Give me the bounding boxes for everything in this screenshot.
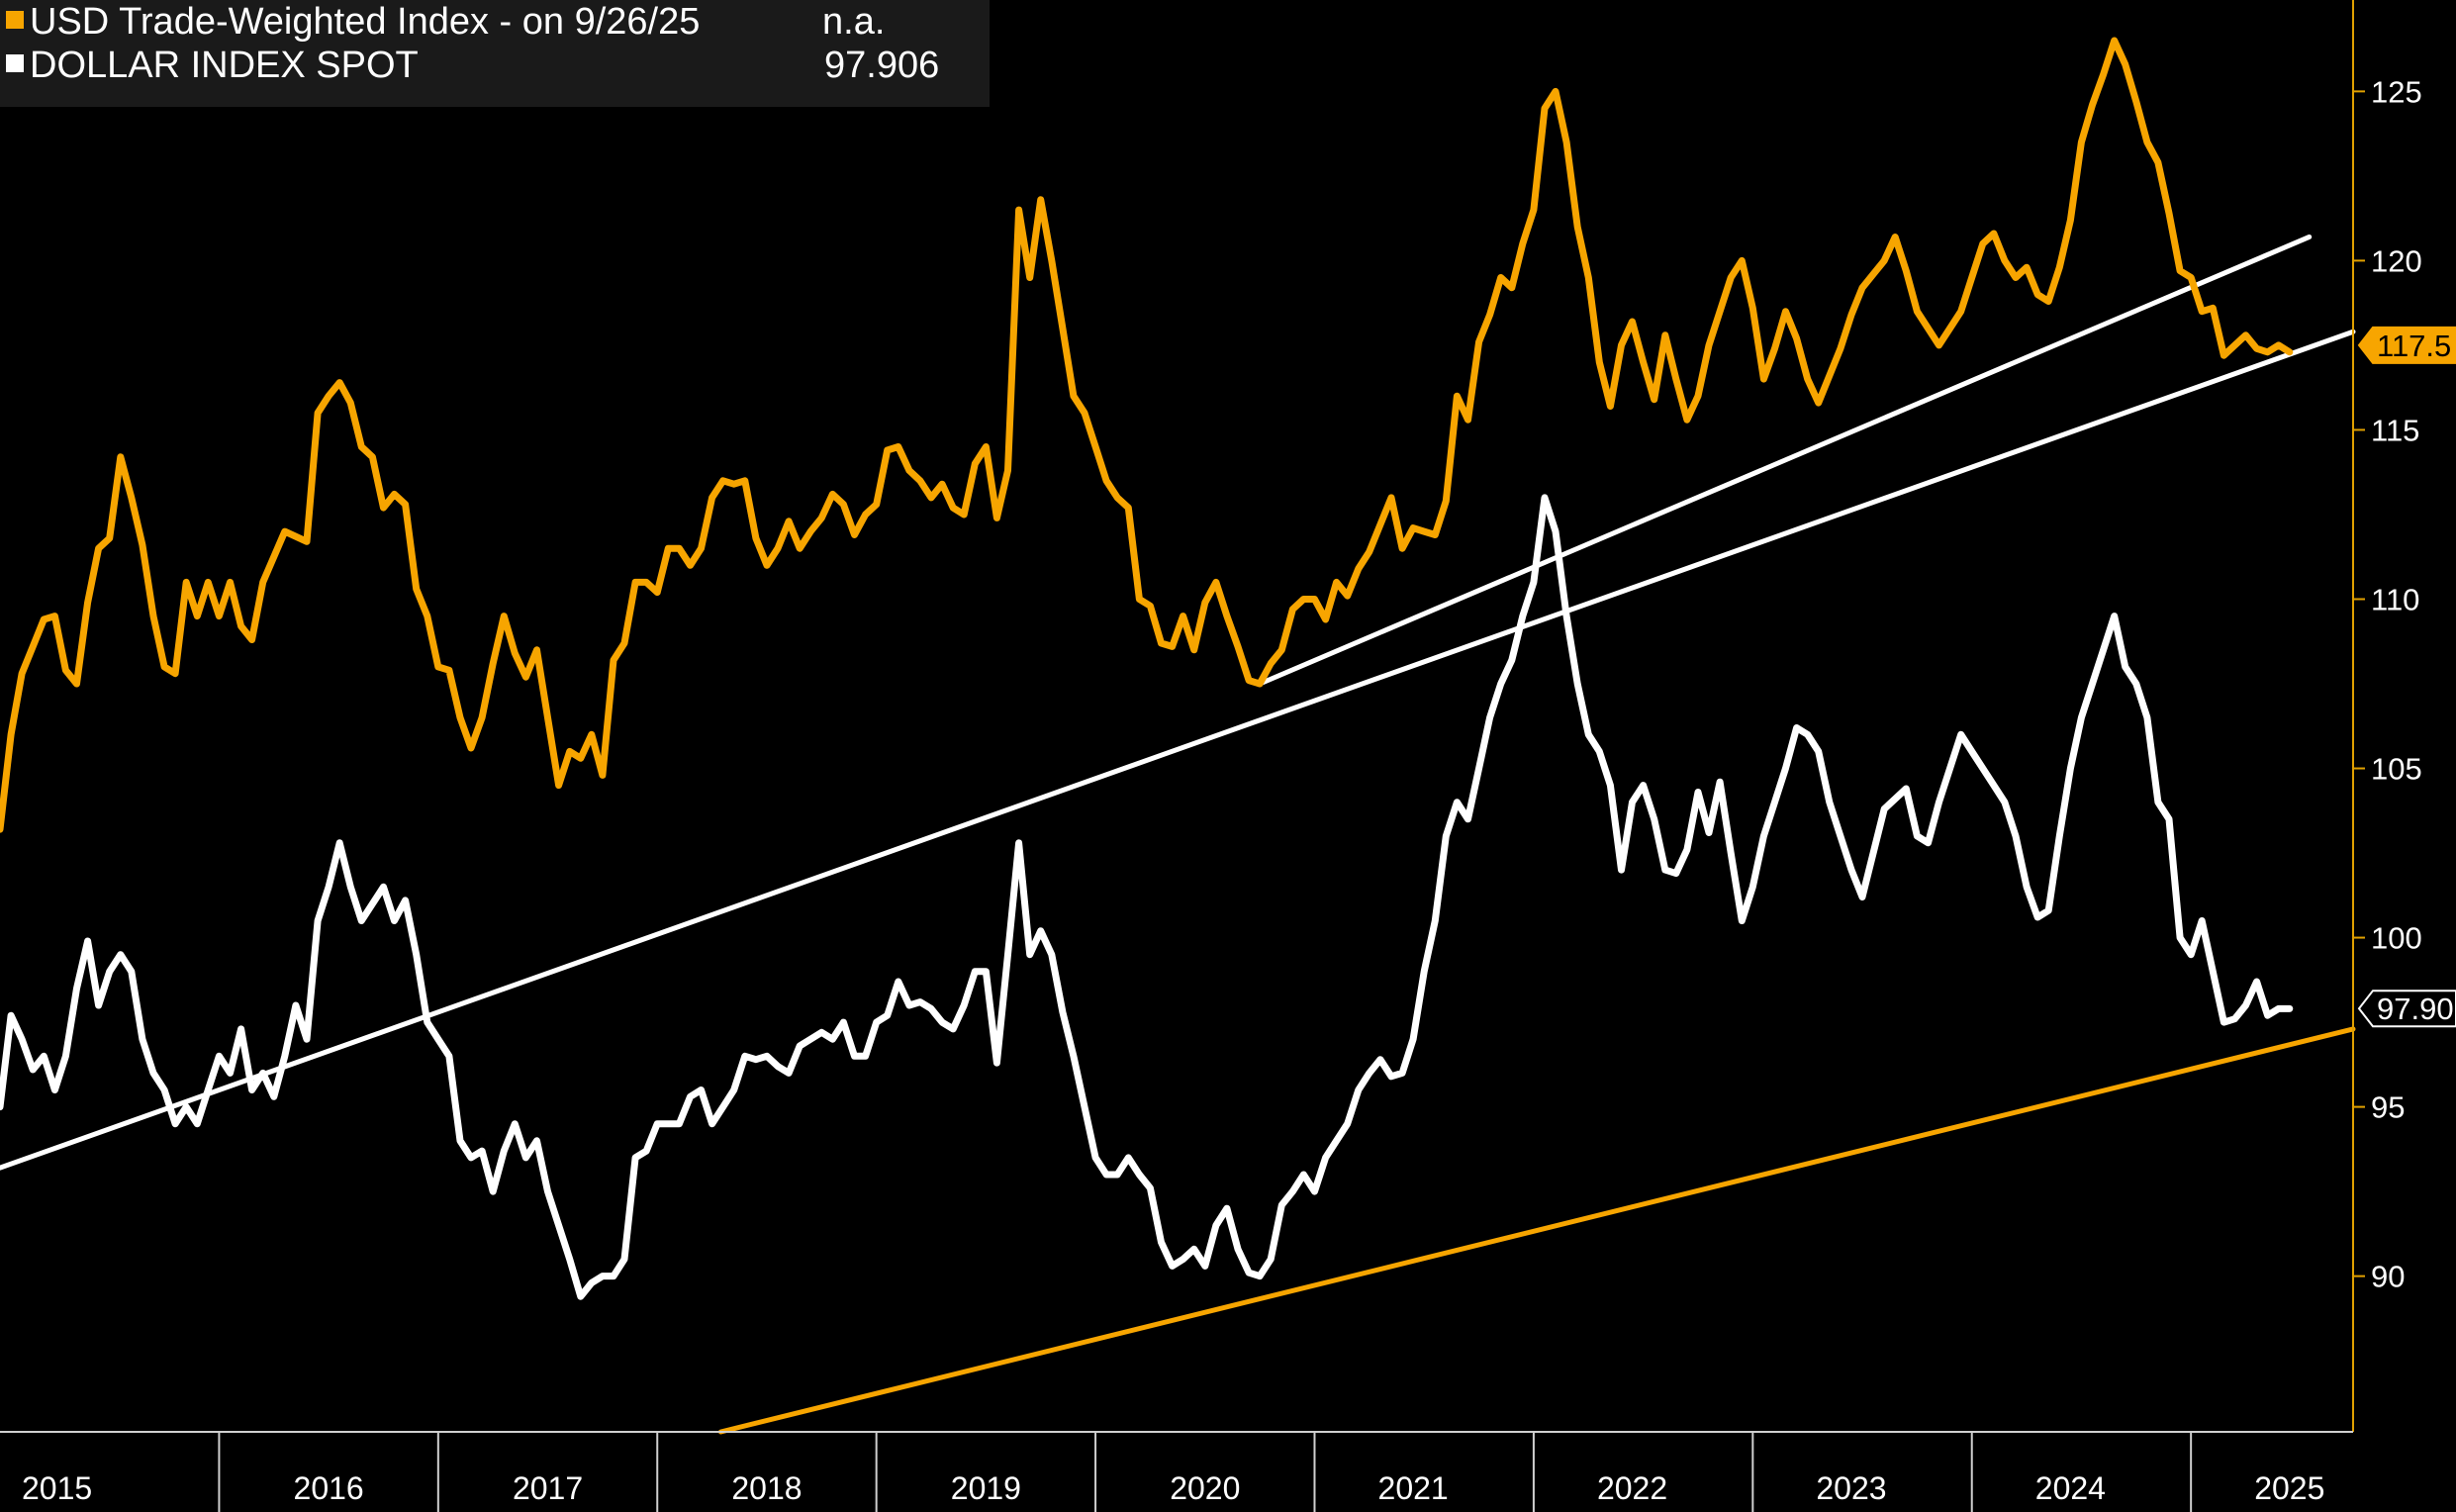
- x-tick-label-2021: 2021: [1378, 1470, 1449, 1506]
- x-tick-label-2020: 2020: [1170, 1470, 1240, 1506]
- trend-line-1: [0, 329, 2356, 1171]
- y-tick-label-120: 120: [2371, 243, 2422, 278]
- legend-series1-name: USD Trade-Weighted Index - on 9/26/25: [30, 1, 701, 43]
- legend-row-trade-weighted: USD Trade-Weighted Index - on 9/26/25 n.…: [6, 0, 885, 44]
- last-value-box-trade-weighted: [2357, 326, 2456, 364]
- last-value-text-dxy: 97.906: [2377, 992, 2456, 1026]
- y-tick-label-90: 90: [2371, 1260, 2405, 1294]
- trend-line-3: [717, 1026, 2356, 1435]
- y-tick-label-95: 95: [2371, 1090, 2405, 1125]
- legend-row-dxy: DOLLAR INDEX SPOT 97.906: [6, 44, 939, 87]
- last-value-tag-trade-weighted: 117.5: [2357, 326, 2456, 364]
- last-value-tag-dxy: 97.906: [2357, 990, 2456, 1028]
- x-tick-label-2015: 2015: [22, 1470, 92, 1506]
- series-line-trade_weighted: [0, 37, 2294, 833]
- trend-line-2: [1257, 234, 2313, 687]
- y-tick-label-125: 125: [2371, 74, 2422, 109]
- series-lines: [0, 37, 2294, 1300]
- y-tick-label-110: 110: [2371, 582, 2419, 616]
- y-tick-label-105: 105: [2371, 752, 2422, 787]
- x-tick-label-2024: 2024: [2035, 1470, 2106, 1506]
- trend-lines: [0, 234, 2356, 1435]
- series-line-dxy: [0, 494, 2294, 1300]
- y-tick-label-115: 115: [2371, 413, 2419, 447]
- last-value-box-dxy: [2357, 990, 2456, 1028]
- x-tick-label-2018: 2018: [731, 1470, 802, 1506]
- legend-swatch-orange: [6, 10, 24, 29]
- x-tick-label-2019: 2019: [951, 1470, 1021, 1506]
- x-tick-label-2023: 2023: [1816, 1470, 1886, 1506]
- x-tick-label-2016: 2016: [294, 1470, 364, 1506]
- y-tick-label-100: 100: [2371, 921, 2422, 956]
- legend-series2-value: 97.906: [824, 45, 940, 86]
- x-tick-label-2022: 2022: [1597, 1470, 1667, 1506]
- legend: USD Trade-Weighted Index - on 9/26/25 n.…: [0, 0, 990, 107]
- last-value-text-trade-weighted: 117.5: [2377, 329, 2451, 363]
- legend-series1-value: n.a.: [822, 1, 886, 43]
- legend-series2-name: DOLLAR INDEX SPOT: [30, 45, 419, 86]
- legend-swatch-white: [6, 53, 24, 72]
- x-tick-label-2017: 2017: [513, 1470, 583, 1506]
- x-tick-label-2025: 2025: [2254, 1470, 2324, 1506]
